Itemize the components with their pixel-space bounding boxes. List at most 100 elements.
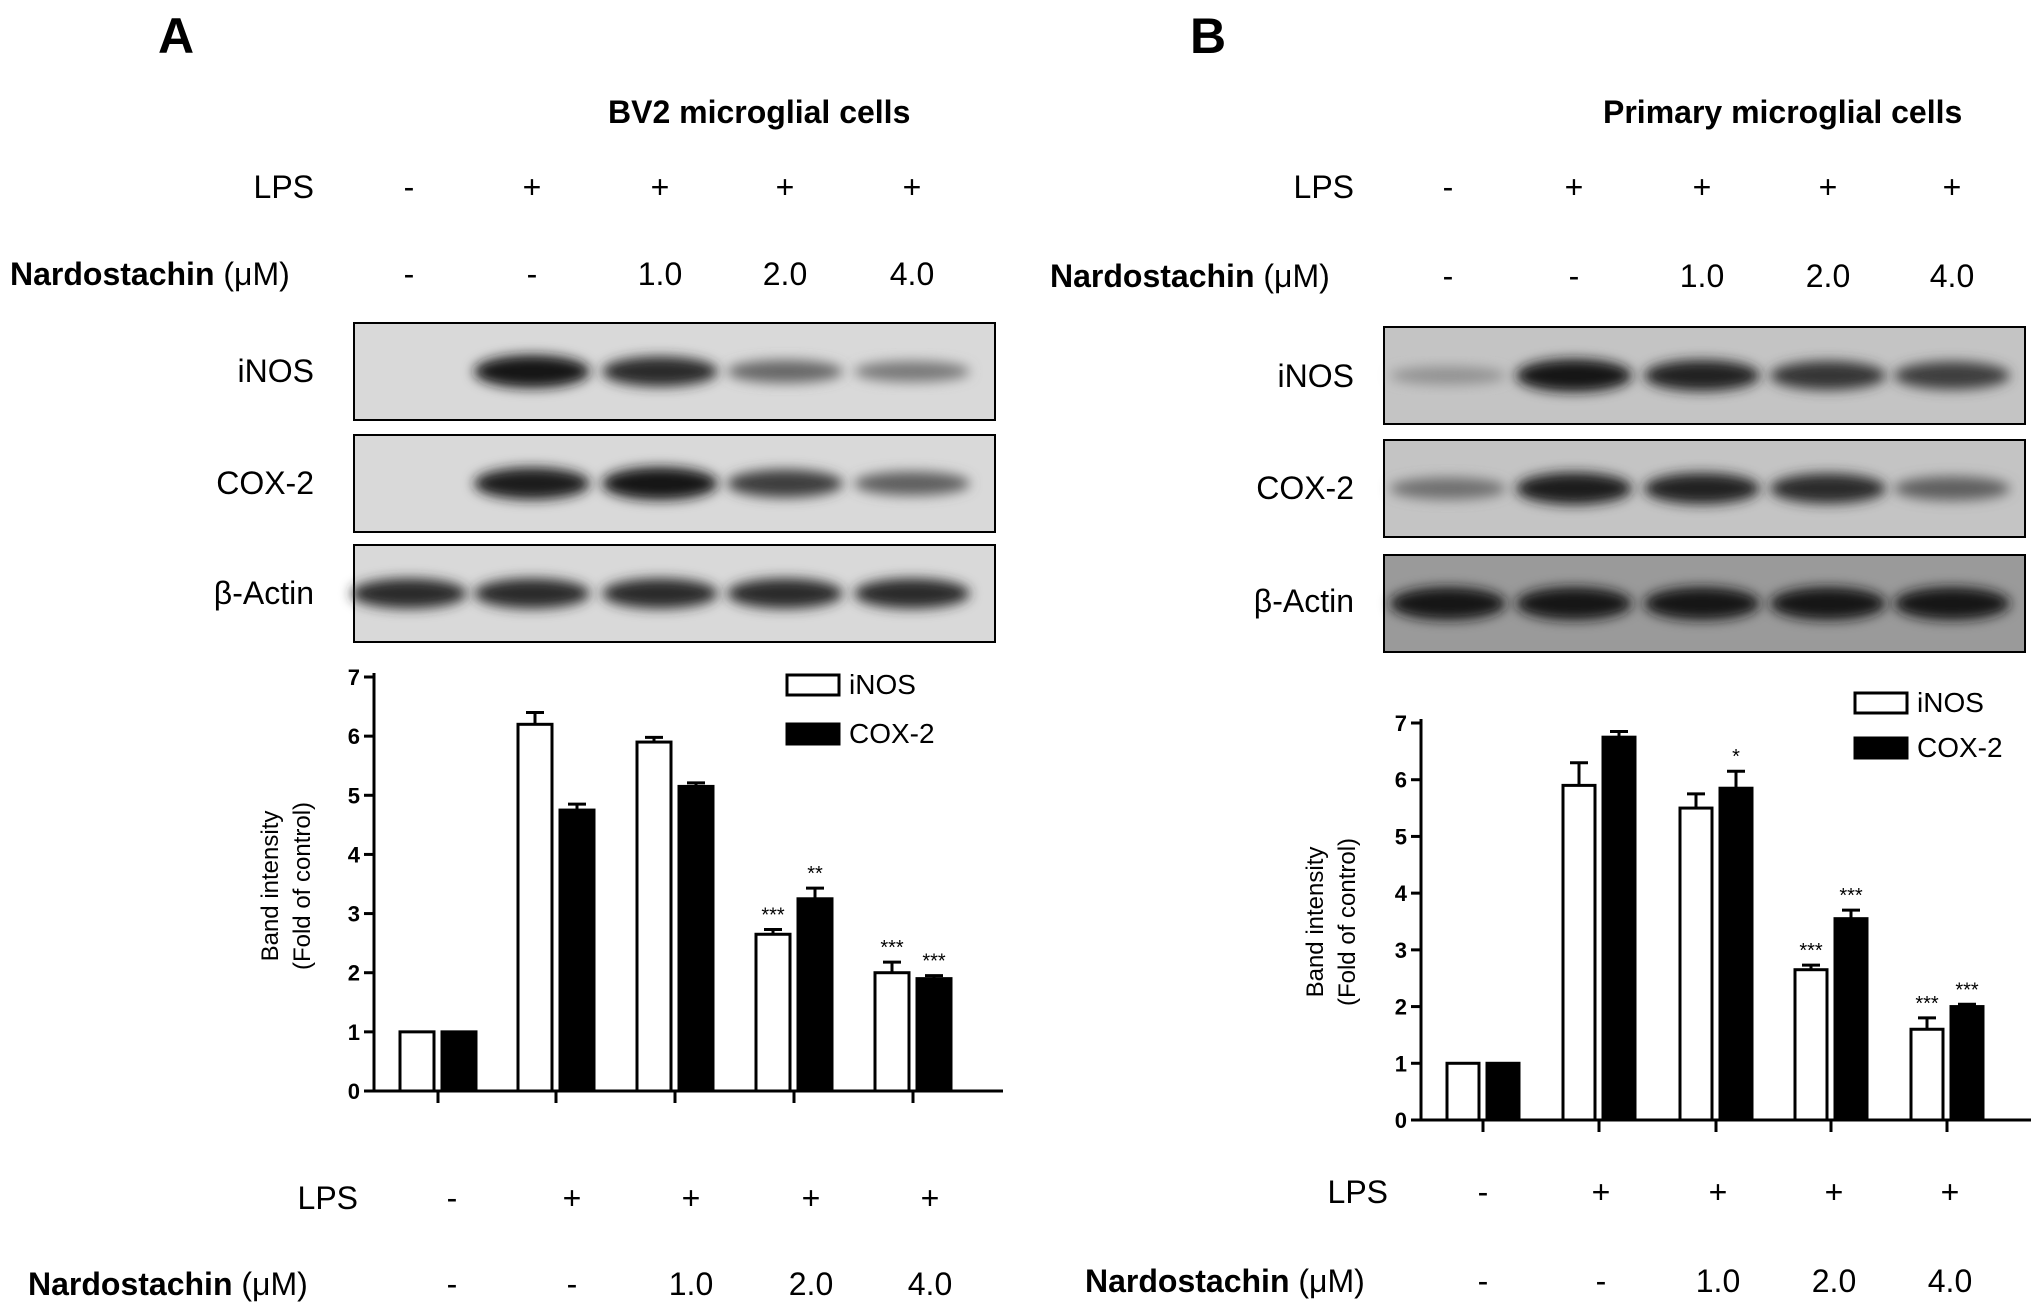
bar <box>915 977 953 1093</box>
bar <box>516 722 554 1093</box>
blot-label-cox2: COX-2 <box>216 465 314 501</box>
lps-value: + <box>1693 169 1712 205</box>
lps-value: + <box>1943 169 1962 205</box>
lps-value: + <box>1941 1174 1960 1210</box>
lps-label-bottom: LPS <box>298 1180 358 1216</box>
bar <box>1678 806 1714 1122</box>
significance-label: ** <box>807 863 823 885</box>
bar <box>1909 1027 1945 1122</box>
significance-label: *** <box>880 937 904 959</box>
nardostachin-row-bottom: - - 1.0 2.0 4.0 <box>447 1266 953 1302</box>
bar <box>1793 968 1829 1122</box>
y-tick-label: 5 <box>348 783 360 808</box>
y-tick-label: 3 <box>348 902 360 927</box>
significance-label: * <box>1732 746 1740 768</box>
y-axis-label: (Fold of control) <box>1334 838 1361 1006</box>
blot-band <box>1390 477 1506 500</box>
significance-label: *** <box>922 951 946 973</box>
nardostachin-row-bottom: - - 1.0 2.0 4.0 <box>1478 1263 1973 1299</box>
nardostachin-label-bottom: Nardostachin (μM) <box>28 1266 308 1302</box>
panel-letter: B <box>1190 8 1226 64</box>
bar <box>796 897 834 1093</box>
nardostachin-value: - <box>1596 1263 1607 1299</box>
nardostachin-value: - <box>567 1266 578 1302</box>
lps-value: - <box>404 169 415 205</box>
panel-title: BV2 microglial cells <box>608 94 910 130</box>
nardostachin-value: 4.0 <box>1930 258 1974 294</box>
y-tick-label: 5 <box>1395 824 1407 849</box>
lps-label: LPS <box>254 169 314 205</box>
blot-band <box>727 360 843 383</box>
blot-band <box>1894 476 2010 501</box>
y-tick-label: 4 <box>348 842 361 867</box>
blot-band <box>351 578 467 609</box>
blot-band <box>1644 587 1760 620</box>
nardostachin-value: 2.0 <box>763 256 807 292</box>
y-tick-label: 1 <box>1395 1051 1407 1076</box>
blot-label-actin: β-Actin <box>214 575 314 611</box>
nardostachin-value: 4.0 <box>890 256 934 292</box>
significance-label: *** <box>1915 993 1939 1015</box>
bar-chart: 0 1 2 3 4 5 6 7 Band intensity (Fold of control) *… <box>1302 687 2031 1133</box>
blot-band <box>1894 587 2010 620</box>
y-tick-label: 6 <box>348 724 360 749</box>
y-tick-label: 0 <box>348 1079 360 1104</box>
bar <box>677 784 715 1093</box>
lps-value: + <box>802 1180 821 1216</box>
lps-value: + <box>682 1180 701 1216</box>
blot-band <box>1894 361 2010 390</box>
blot-band <box>602 578 718 609</box>
nardostachin-value: 1.0 <box>669 1266 713 1302</box>
blot-label-inos: iNOS <box>1278 358 1354 394</box>
blot-band <box>854 471 970 496</box>
blot-band <box>727 469 843 498</box>
lps-row-bottom: - + + + + <box>1478 1174 1960 1210</box>
y-axis-label: (Fold of control) <box>289 802 316 970</box>
bar <box>754 932 792 1093</box>
nardostachin-value: 2.0 <box>789 1266 833 1302</box>
bar <box>1949 1005 1985 1122</box>
bar <box>1833 917 1869 1122</box>
blot-labels: iNOS COX-2 β-Actin <box>214 353 314 611</box>
legend-label: COX-2 <box>849 718 935 749</box>
blot-band <box>1390 366 1506 385</box>
blot-band <box>1644 360 1760 391</box>
lps-value: + <box>1819 169 1838 205</box>
lps-value: + <box>523 169 542 205</box>
nardostachin-value: - <box>527 256 538 292</box>
lps-value: - <box>1443 169 1454 205</box>
panel-title: Primary microglial cells <box>1603 94 1962 130</box>
blot-band <box>1390 587 1506 620</box>
legend-label: iNOS <box>1917 687 1984 718</box>
significance-label: *** <box>1955 979 1979 1001</box>
legend-swatch <box>1853 736 1909 760</box>
y-tick-label: 2 <box>348 961 360 986</box>
blot-band <box>1516 472 1632 505</box>
y-tick-label: 7 <box>348 665 360 690</box>
panel-b: B Primary microglial cells LPS - + + + + Nar… <box>1050 8 2031 1299</box>
nardostachin-value: 2.0 <box>1806 258 1850 294</box>
legend-label: iNOS <box>849 669 916 700</box>
western-blot <box>351 322 996 643</box>
blot-band <box>474 355 590 388</box>
bar <box>635 740 673 1093</box>
bar <box>1485 1061 1521 1122</box>
bar <box>398 1030 436 1093</box>
blot-band <box>1770 361 1886 390</box>
nardostachin-value: 4.0 <box>908 1266 952 1302</box>
blot-band <box>1516 587 1632 620</box>
nardostachin-value: - <box>1478 1263 1489 1299</box>
legend-label: COX-2 <box>1917 732 2003 763</box>
bar-chart: 0 1 2 3 4 5 6 7 Band intensity (Fold of control) *… <box>257 665 1003 1104</box>
bar <box>1601 735 1637 1122</box>
blot-band <box>1644 473 1760 504</box>
nardostachin-value: - <box>404 256 415 292</box>
nardostachin-value: 2.0 <box>1812 1263 1856 1299</box>
blot-band <box>727 578 843 609</box>
nardostachin-value: 1.0 <box>1680 258 1724 294</box>
significance-label: *** <box>761 905 785 927</box>
lps-value: + <box>1565 169 1584 205</box>
legend-swatch <box>1853 691 1909 715</box>
bar <box>1445 1061 1481 1122</box>
y-tick-label: 7 <box>1395 711 1407 736</box>
